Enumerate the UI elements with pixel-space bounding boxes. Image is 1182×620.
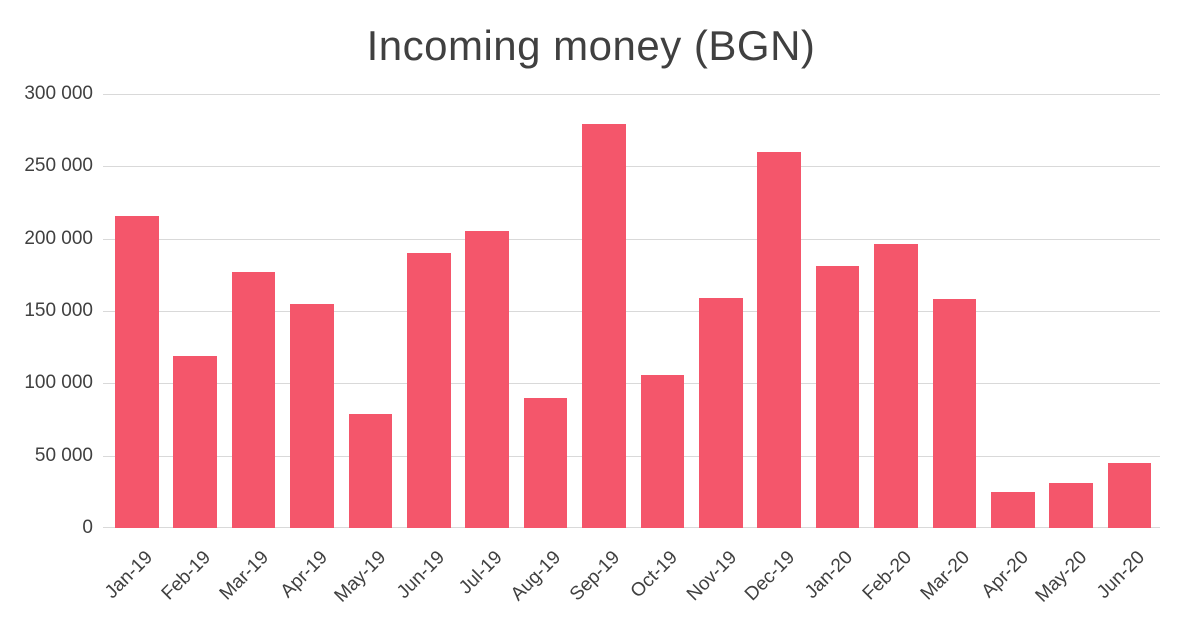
bar-jun-19 [407,253,451,528]
x-tick-label: Jun-19 [392,547,449,603]
x-tick-label: Apr-19 [276,547,332,603]
x-tick-label: May-19 [330,547,391,607]
bar-feb-19 [173,355,217,528]
x-tick-label: Oct-19 [627,547,683,603]
bar-jan-19 [115,215,159,528]
bar-sep-19 [582,124,626,528]
y-tick-label: 100 000 [24,372,93,394]
plot-area [103,94,1160,528]
x-tick-label: Apr-20 [977,547,1033,603]
gridline [103,455,1160,457]
bar-dec-19 [757,151,801,528]
y-tick-label: 0 [82,517,93,538]
x-tick-label: Nov-19 [682,547,741,606]
x-tick-label: Aug-19 [507,547,566,606]
bar-jun-20 [1107,462,1152,528]
y-tick-label: 150 000 [24,300,93,321]
x-tick-label: Mar-20 [916,547,975,605]
bar-jul-19 [465,231,509,528]
bar-mar-20 [932,299,977,528]
x-tick-label: Jan-19 [100,547,157,603]
bar-feb-20 [874,244,918,528]
x-tick-label: Jan-20 [801,547,858,603]
bar-aug-19 [523,397,568,528]
y-tick-label: 250 000 [24,155,93,177]
bar-apr-20 [991,491,1035,528]
y-tick-label: 50 000 [34,444,93,466]
x-tick-label: Dec-19 [740,547,800,606]
gridline [103,383,1160,385]
y-tick-label: 300 000 [24,83,93,104]
x-tick-label: Feb-20 [858,547,916,605]
x-tick-label: May-20 [1031,547,1092,607]
x-tick-label: Feb-19 [157,547,216,605]
x-tick-label: Jul-19 [455,547,508,599]
gridline [103,311,1160,312]
gridline [103,94,1160,95]
bar-may-20 [1049,483,1093,528]
gridline [103,238,1160,240]
bar-apr-19 [290,303,334,528]
bar-jan-20 [815,266,860,528]
chart-title: Incoming money (BGN) [366,22,816,69]
gridline [103,527,1160,528]
bar-may-19 [348,413,393,528]
bar-mar-19 [231,271,276,528]
y-tick-label: 200 000 [24,227,93,249]
gridline [103,166,1160,168]
x-tick-label: Mar-19 [216,547,274,605]
bar-nov-19 [699,297,743,528]
bar-oct-19 [640,374,685,528]
x-tick-label: Jun-20 [1093,547,1150,603]
x-tick-label: Sep-19 [565,547,624,606]
